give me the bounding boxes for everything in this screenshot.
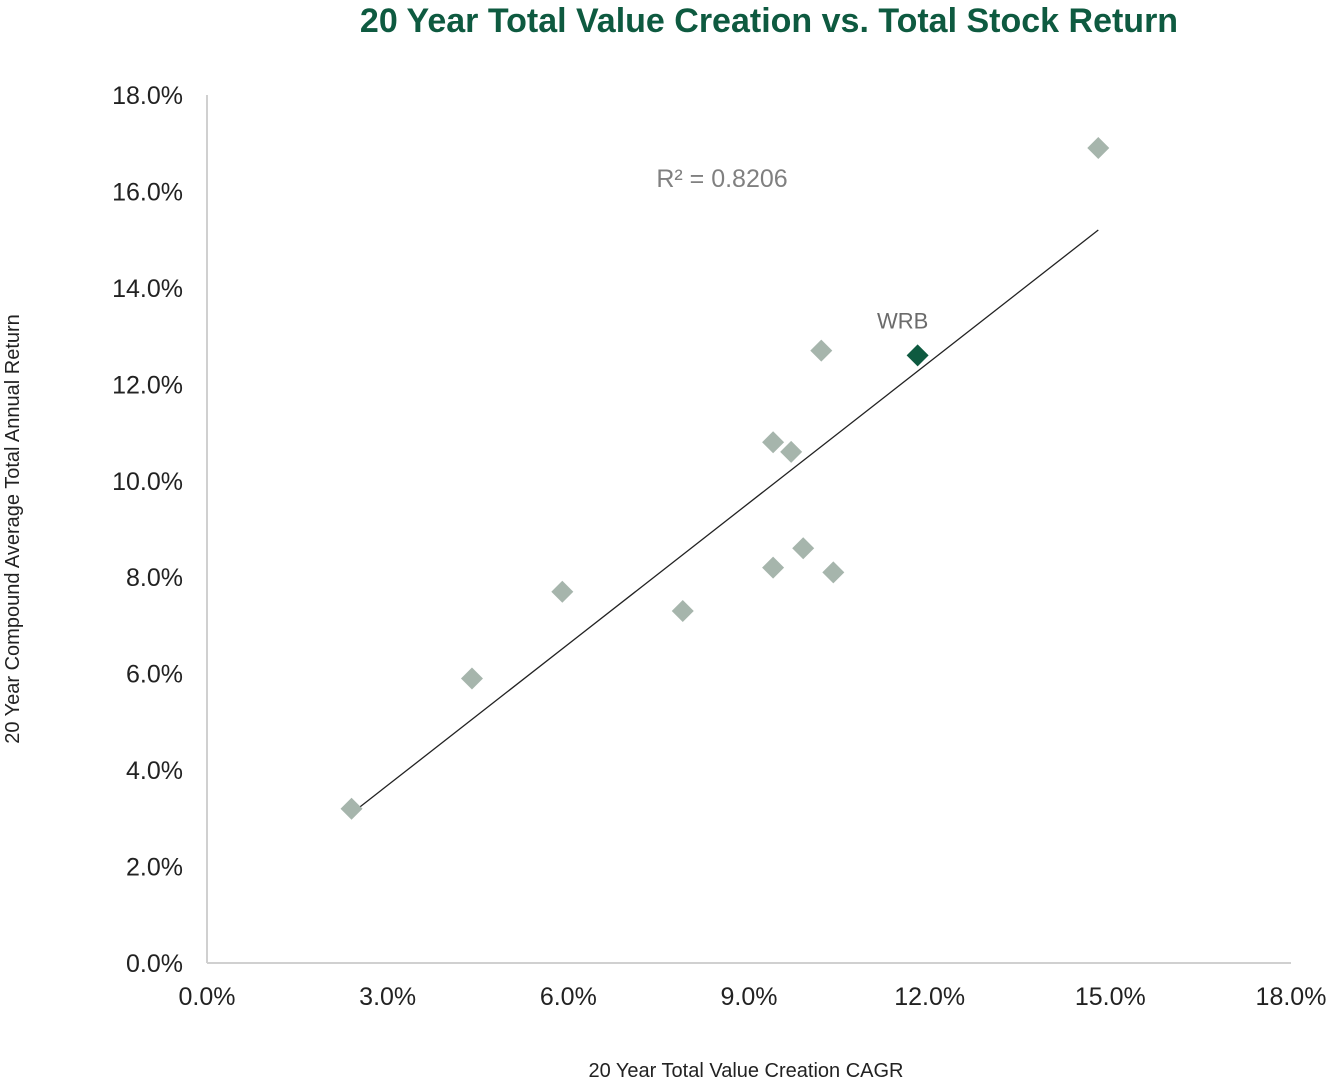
peer-data-point xyxy=(460,667,483,690)
x-tick-label: 15.0% xyxy=(1075,983,1146,1011)
trendline xyxy=(351,229,1099,815)
x-tick-label: 18.0% xyxy=(1256,983,1327,1011)
peer-data-point xyxy=(551,580,574,603)
peer-data-point xyxy=(762,556,785,579)
peer-data-point xyxy=(780,440,803,463)
y-tick-label: 0.0% xyxy=(126,950,183,978)
axes xyxy=(206,95,1291,964)
chart-title: 20 Year Total Value Creation vs. Total S… xyxy=(360,2,1178,40)
x-tick-label: 3.0% xyxy=(359,983,416,1011)
y-tick-label: 18.0% xyxy=(112,82,183,110)
y-axis-label: 20 Year Compound Average Total Annual Re… xyxy=(2,314,24,744)
wrb-point-label: WRB xyxy=(877,308,928,333)
peer-data-point xyxy=(762,431,785,454)
y-tick-labels: 0.0% 2.0% 4.0% 6.0% 8.0% 10.0% 12.0% 14.0% 16.0%… xyxy=(112,82,183,978)
x-tick-label: 9.0% xyxy=(721,983,778,1011)
y-tick-label: 6.0% xyxy=(126,661,183,689)
y-tick-label: 4.0% xyxy=(126,757,183,785)
peer-data-point xyxy=(671,599,694,622)
x-axis-label: 20 Year Total Value Creation CAGR xyxy=(588,1060,903,1082)
peer-data-point xyxy=(792,537,815,560)
x-tick-label: 6.0% xyxy=(540,983,597,1011)
x-tick-labels: 0.0% 3.0% 6.0% 9.0% 12.0% 15.0% 18.0% xyxy=(179,983,1327,1011)
y-tick-label: 12.0% xyxy=(112,371,183,399)
y-tick-label: 14.0% xyxy=(112,275,183,303)
y-tick-label: 10.0% xyxy=(112,468,183,496)
peer-data-point xyxy=(810,339,833,362)
peer-data-point xyxy=(822,561,845,584)
peer-data-point xyxy=(340,797,363,820)
x-tick-label: 12.0% xyxy=(894,983,965,1011)
x-tick-label: 0.0% xyxy=(179,983,236,1011)
data-points: WRB xyxy=(340,137,1110,820)
peer-data-point xyxy=(1087,137,1110,160)
wrb-data-point xyxy=(906,344,929,367)
y-tick-label: 2.0% xyxy=(126,854,183,882)
y-tick-label: 8.0% xyxy=(126,564,183,592)
y-tick-label: 16.0% xyxy=(112,178,183,206)
r-squared-annotation: R² = 0.8206 xyxy=(656,165,787,193)
